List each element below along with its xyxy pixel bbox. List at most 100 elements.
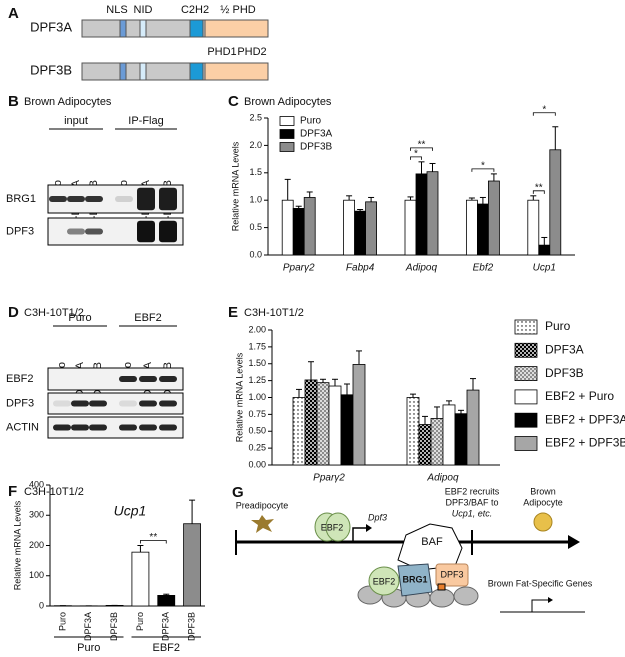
error-bar [189,499,196,524]
bar [303,197,316,256]
legend-label: Puro [300,116,322,127]
ebf2-shape [325,512,351,542]
y-axis-label: Relative mRNA Levels [12,500,22,590]
bar [406,397,420,466]
blot-band [71,424,89,431]
y-tick-label: 2.00 [248,324,266,334]
dpf3-shape [435,563,469,587]
significance-bracket [410,147,433,151]
blot-band [119,400,137,407]
domain-label: NID [134,4,153,16]
chart-title: Ucp1 [114,503,147,519]
panel-label: A [8,5,19,22]
blot-band [159,400,177,407]
y-tick-label: 1.50 [248,358,266,368]
panel-header: C3H-10T1/2 [24,307,84,319]
bar [404,199,417,256]
y-tick-label: 2.5 [249,112,262,122]
arrowhead [366,524,372,532]
domain-label: C2H2 [181,4,209,16]
domain-label: ½ PHD [220,4,256,16]
error-bar [368,196,375,202]
group-label: Puro [77,642,100,654]
y-tick-label: 100 [29,570,44,580]
significance-bracket [410,156,422,160]
error-bar [490,173,497,182]
blot-band [159,187,177,211]
blot-band [53,424,71,431]
error-bar [284,178,291,201]
bar [340,394,354,466]
blot-band [137,220,155,243]
x-tick-label: DPF3A [83,612,93,641]
legend-label: EBF2 + Puro [545,389,614,403]
legend-label: EBF2 + DPF3A [545,412,625,426]
y-axis-label: Relative mRNA Levels [234,352,244,442]
error-bar [332,378,338,387]
gene-label: Dpf3 [368,512,387,522]
y-tick-label: 1.75 [248,341,266,351]
recruit-text: Ucp1, etc. [452,508,493,518]
blot-box [47,392,184,415]
group-label: IP-Flag [128,115,163,127]
stage-label: Adipocyte [523,497,563,507]
genes-label: Brown Fat-Specific Genes [488,578,593,588]
bound-label: EBF2 [373,576,396,586]
error-bar [407,196,414,201]
error-bar [410,393,416,398]
brg1-shape [397,563,433,597]
y-axis-label: Relative mRNA Levels [230,141,240,231]
bar [418,424,432,466]
bar [354,210,367,256]
bar [465,199,478,256]
legend-swatch [514,342,538,358]
error-bar [479,196,486,205]
error-bar [356,350,362,365]
panel-header: C3H-10T1/2 [244,307,304,319]
bound-label: BRG1 [402,574,427,584]
phd-domain [204,62,269,81]
panel-header: Brown Adipocytes [24,96,112,108]
c2h2-domain [189,19,204,38]
error-bar [434,406,440,419]
bar [292,208,305,256]
panel-g: G Preadipocyte EBF2 Dpf3 EBF2 recruits D… [232,484,593,613]
stage-label: Preadipocyte [236,500,289,510]
group-label: Puro [68,312,91,324]
bound-label: DPF3 [440,569,463,579]
protein-name: DPF3B [30,62,72,77]
blot-band [53,400,71,407]
error-bar [308,361,314,380]
x-tick-label: Pparγ2 [283,263,315,274]
blot-band [159,424,177,431]
error-bar [346,195,353,201]
blot-band [89,424,107,431]
bar [430,418,444,466]
error-bar [320,378,326,383]
legend-label: DPF3B [545,366,584,380]
bar [538,244,551,256]
bar [304,379,318,466]
legend-swatch [279,129,295,139]
recruit-text: EBF2 recruits [445,486,500,496]
error-bar [468,197,475,201]
group-label: input [64,115,88,127]
legend-swatch [514,389,538,405]
blot-band [139,400,157,407]
legend-swatch [514,412,538,428]
legend-swatch [514,319,538,335]
bar [281,199,294,256]
y-tick-label: 400 [29,479,44,489]
legend-swatch [514,436,538,451]
error-bar [422,415,428,425]
bar [454,413,468,466]
blot-band [89,400,107,407]
error-bar [163,593,170,596]
nid-domain [139,62,147,81]
legend-label: Puro [545,319,571,333]
error-bar [458,409,464,414]
x-tick-label: Fabp4 [346,263,375,274]
blot-band [85,228,103,235]
bar [343,199,356,256]
